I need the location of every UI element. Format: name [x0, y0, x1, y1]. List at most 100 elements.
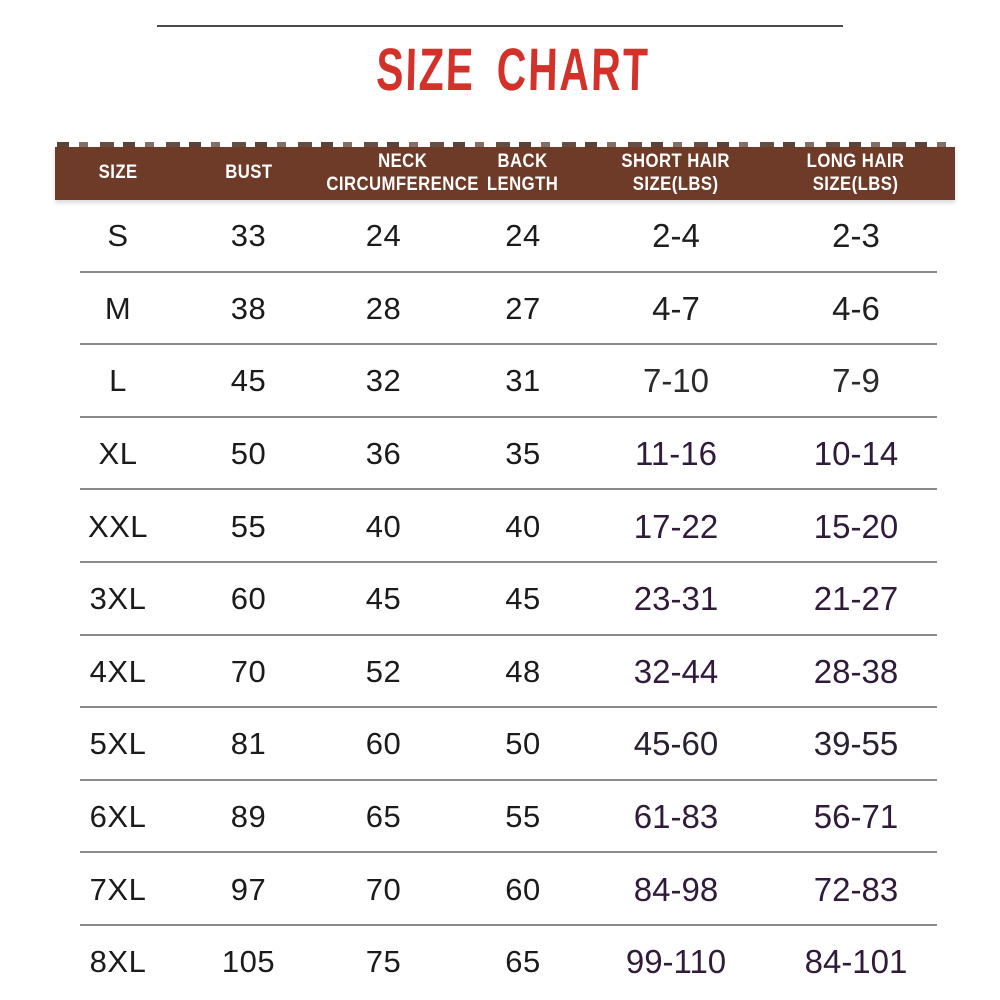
table-row: L 45 32 31 7-10 7-9	[55, 345, 955, 418]
cell-bust: 60	[230, 581, 267, 617]
table-row: M 38 28 27 4-7 4-6	[55, 273, 955, 346]
cell-neck-circumference: 60	[365, 726, 402, 762]
cell-back-length: 65	[505, 944, 541, 980]
cell-back-length: 48	[505, 653, 541, 689]
table-row: S 33 24 24 2-4 2-3	[55, 200, 955, 273]
cell-neck-circumference: 45	[365, 581, 402, 617]
row-divider	[80, 633, 937, 636]
cell-short-hair-size: 32-44	[633, 652, 719, 690]
cell-bust: 89	[230, 799, 267, 835]
table-row: 4XL 70 52 48 32-44 28-38	[55, 636, 955, 709]
header-cell-long-hair-size: LONG HAIR SIZE(LBS)	[757, 151, 955, 196]
table-row: XXL 55 40 40 17-22 15-20	[55, 490, 955, 563]
cell-back-length: 27	[505, 290, 541, 326]
cell-bust: 97	[230, 871, 267, 907]
cell-neck-circumference: 52	[365, 653, 402, 689]
cell-size: 3XL	[89, 581, 147, 617]
cell-back-length: 50	[505, 726, 541, 762]
cell-bust: 38	[230, 290, 267, 326]
header-label-back-length: BACK LENGTH	[487, 151, 559, 195]
cell-neck-circumference: 40	[365, 508, 402, 544]
cell-back-length: 35	[505, 436, 541, 472]
cell-bust: 105	[221, 944, 276, 980]
header-cell-neck-circumference: NECK CIRCUMFERENCE	[316, 151, 478, 196]
cell-short-hair-size: 7-10	[642, 362, 710, 400]
header-cell-short-hair-size: SHORT HAIR SIZE(LBS)	[595, 151, 757, 196]
cell-size: S	[107, 218, 129, 254]
cell-short-hair-size: 4-7	[652, 289, 700, 327]
cell-size: 6XL	[89, 799, 147, 835]
cell-back-length: 60	[505, 871, 541, 907]
cell-long-hair-size: 10-14	[813, 435, 899, 473]
size-chart-table: SIZE BUST NECK CIRCUMFERENCE BACK LENGTH…	[55, 142, 955, 999]
cell-bust: 55	[230, 508, 267, 544]
table-row: 3XL 60 45 45 23-31 21-27	[55, 563, 955, 636]
cell-short-hair-size: 23-31	[633, 580, 719, 618]
cell-short-hair-size: 45-60	[633, 725, 719, 763]
table-header-row: SIZE BUST NECK CIRCUMFERENCE BACK LENGTH…	[55, 147, 955, 200]
header-cell-size: SIZE	[55, 162, 181, 184]
cell-long-hair-size: 56-71	[813, 798, 899, 836]
page-title: SIZE CHART	[0, 36, 1000, 103]
cell-bust: 50	[230, 436, 267, 472]
cell-neck-circumference: 24	[365, 218, 402, 254]
cell-size: 4XL	[89, 653, 147, 689]
cell-size: M	[104, 290, 132, 326]
header-label-short-hair-size: SHORT HAIR SIZE(LBS)	[621, 151, 731, 195]
cell-long-hair-size: 84-101	[804, 943, 908, 981]
cell-long-hair-size: 7-9	[832, 362, 880, 400]
cell-long-hair-size: 21-27	[813, 580, 899, 618]
cell-short-hair-size: 84-98	[633, 870, 719, 908]
cell-neck-circumference: 65	[365, 799, 402, 835]
cell-bust: 81	[230, 726, 267, 762]
cell-back-length: 40	[505, 508, 541, 544]
cell-bust: 33	[230, 218, 267, 254]
cell-neck-circumference: 75	[365, 944, 402, 980]
row-divider	[80, 851, 937, 854]
cell-size: 8XL	[89, 944, 147, 980]
row-divider	[80, 706, 937, 709]
row-divider	[80, 778, 937, 781]
row-divider	[80, 343, 937, 346]
table-row: 5XL 81 60 50 45-60 39-55	[55, 708, 955, 781]
cell-neck-circumference: 70	[365, 871, 402, 907]
table-row: 7XL 97 70 60 84-98 72-83	[55, 853, 955, 926]
header-cell-bust: BUST	[181, 162, 316, 184]
cell-back-length: 24	[505, 218, 541, 254]
row-divider	[80, 270, 937, 273]
cell-short-hair-size: 61-83	[633, 798, 719, 836]
header-label-size: SIZE	[98, 162, 138, 184]
cell-long-hair-size: 2-3	[832, 217, 880, 255]
header-label-neck-circumference: NECK CIRCUMFERENCE	[326, 151, 479, 195]
cell-size: 5XL	[89, 726, 147, 762]
cell-back-length: 55	[505, 799, 541, 835]
cell-short-hair-size: 2-4	[652, 217, 700, 255]
table-body: S 33 24 24 2-4 2-3 M 38 28 27 4-7 4-6 L …	[55, 200, 955, 999]
cell-long-hair-size: 15-20	[813, 507, 899, 545]
row-divider	[80, 415, 937, 418]
header-torn-edge	[57, 142, 953, 147]
row-divider	[80, 488, 937, 491]
header-label-long-hair-size: LONG HAIR SIZE(LBS)	[807, 151, 905, 195]
cell-short-hair-size: 11-16	[635, 435, 717, 473]
cell-bust: 45	[230, 363, 267, 399]
cell-neck-circumference: 28	[365, 290, 402, 326]
cell-size: XXL	[87, 508, 149, 544]
cell-size: 7XL	[89, 871, 147, 907]
top-rule-line	[157, 25, 843, 27]
row-divider	[80, 560, 937, 563]
table-row: 8XL 105 75 65 99-110 84-101	[55, 926, 955, 999]
cell-long-hair-size: 4-6	[832, 289, 880, 327]
cell-size: L	[109, 363, 127, 399]
table-row: XL 50 36 35 11-16 10-14	[55, 418, 955, 491]
table-row: 6XL 89 65 55 61-83 56-71	[55, 781, 955, 854]
row-divider	[80, 923, 937, 926]
cell-short-hair-size: 17-22	[633, 507, 719, 545]
cell-neck-circumference: 36	[365, 436, 402, 472]
header-label-bust: BUST	[224, 162, 273, 184]
cell-back-length: 31	[505, 363, 541, 399]
cell-long-hair-size: 28-38	[813, 652, 899, 690]
cell-long-hair-size: 72-83	[813, 870, 899, 908]
header-cell-back-length: BACK LENGTH	[451, 151, 595, 196]
cell-long-hair-size: 39-55	[813, 725, 899, 763]
